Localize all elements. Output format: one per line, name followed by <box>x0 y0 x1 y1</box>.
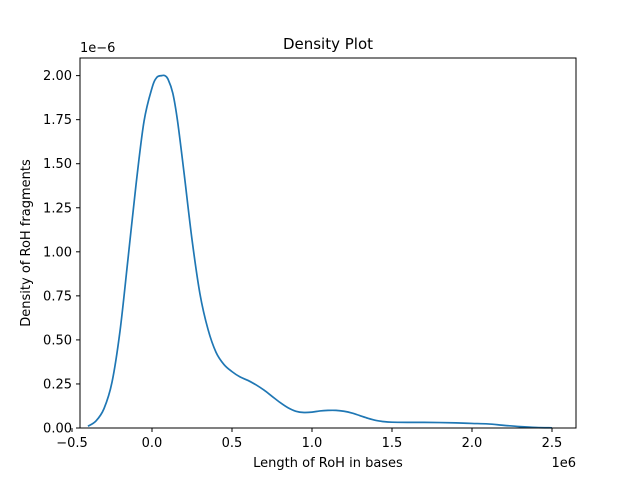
y-tick-label: 1.75 <box>43 113 72 128</box>
x-tick-label: 2.5 <box>542 436 563 451</box>
y-axis-label: Density of RoH fragments <box>19 159 34 327</box>
chart-title: Density Plot <box>283 35 373 53</box>
y-tick-label: 1.50 <box>43 157 72 172</box>
y-offset-text: 1e−6 <box>80 41 115 56</box>
y-tick-label: 2.00 <box>43 69 72 84</box>
y-tick-label: 0.00 <box>43 422 72 437</box>
series-layer <box>87 74 553 429</box>
x-tick-label: 0.5 <box>222 436 243 451</box>
y-tick-label: 1.25 <box>43 201 72 216</box>
x-tick-label: −0.5 <box>56 436 88 451</box>
x-tick-label: 1.0 <box>302 436 323 451</box>
x-tick-label: 1.5 <box>382 436 403 451</box>
density-line <box>87 74 553 429</box>
plot-frame <box>79 57 577 429</box>
x-axis-label: Length of RoH in bases <box>253 456 403 471</box>
y-tick-label: 0.25 <box>43 377 72 392</box>
y-tick-label: 0.50 <box>43 333 72 348</box>
y-tick-label: 1.00 <box>43 245 72 260</box>
x-tick-label: 0.0 <box>142 436 163 451</box>
x-offset-text: 1e6 <box>551 456 576 471</box>
ticks-layer: −0.5 0.0 0.5 1.0 1.5 2.0 2.5 0.00 0.25 0.50 0.75 1.… <box>43 69 562 451</box>
y-tick-label: 0.75 <box>43 289 72 304</box>
x-tick-label: 2.0 <box>462 436 483 451</box>
